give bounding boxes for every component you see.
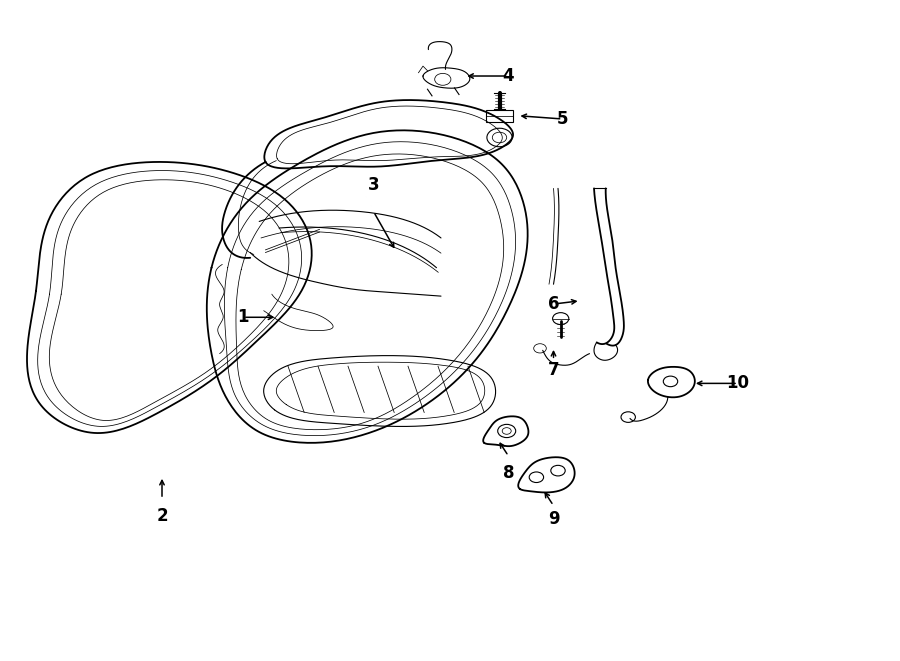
Text: 5: 5: [557, 110, 568, 128]
Text: 1: 1: [238, 308, 248, 327]
Text: 3: 3: [368, 176, 379, 194]
Text: 2: 2: [157, 506, 167, 525]
Text: 7: 7: [548, 361, 559, 379]
Text: 4: 4: [503, 67, 514, 85]
FancyBboxPatch shape: [486, 110, 513, 122]
Text: 9: 9: [548, 510, 559, 528]
Text: 6: 6: [548, 295, 559, 313]
Text: 8: 8: [503, 463, 514, 482]
Text: 10: 10: [726, 374, 750, 393]
